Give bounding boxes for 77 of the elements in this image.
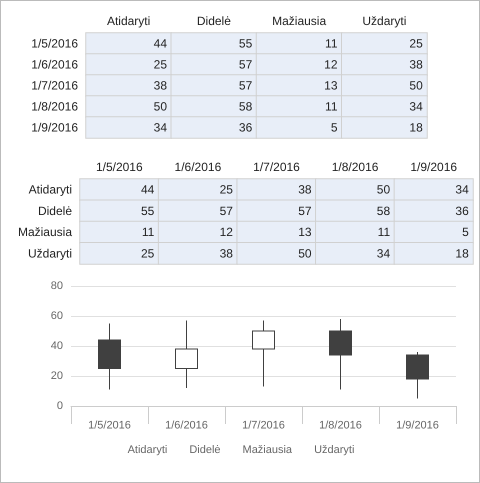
data-label: 12 bbox=[220, 225, 234, 240]
data-label: 58 bbox=[376, 204, 390, 218]
x-tick-label: 1/8/2016 bbox=[319, 420, 362, 432]
x-tick-label: 1/7/2016 bbox=[242, 420, 285, 432]
data-label: 11 bbox=[325, 100, 338, 114]
y-tick-label: Mažiausia bbox=[18, 225, 72, 240]
data-label: 18 bbox=[409, 120, 424, 134]
data-label: 58 bbox=[238, 100, 253, 114]
y-tick-label: 1/6/2016 bbox=[31, 58, 78, 72]
y-tick-label: 1/5/2016 bbox=[31, 36, 78, 50]
x-tick-label: 1/7/2016 bbox=[253, 160, 300, 174]
data-label: 5 bbox=[330, 120, 338, 134]
text: Uždaryti bbox=[314, 444, 354, 456]
x-tick-label: 1/9/2016 bbox=[410, 160, 458, 174]
y-tick-label: 0 bbox=[56, 400, 63, 412]
data-label: 25 bbox=[409, 36, 424, 50]
data-label: 38 bbox=[298, 182, 312, 197]
data-label: 50 bbox=[409, 78, 424, 92]
y-tick-label: Didelė bbox=[38, 204, 72, 218]
data-label: 57 bbox=[298, 204, 312, 218]
data-label: 55 bbox=[140, 204, 155, 218]
y-tick-label: 20 bbox=[50, 370, 63, 382]
x-tick-label: 1/6/2016 bbox=[174, 160, 222, 174]
y-tick-label: 1/8/2016 bbox=[31, 100, 78, 114]
data-label: 13 bbox=[298, 225, 312, 240]
text: Atidaryti bbox=[128, 444, 168, 456]
x-tick-label: 1/5/2016 bbox=[96, 160, 143, 174]
y-tick-label: Uždaryti bbox=[28, 246, 72, 260]
data-label: 55 bbox=[238, 36, 253, 50]
data-label: 50 bbox=[298, 246, 312, 260]
data-label: 11 bbox=[378, 225, 390, 240]
x-tick-label: 1/6/2016 bbox=[165, 420, 208, 432]
data-label: 11 bbox=[142, 225, 155, 240]
x-tick-label: Atidaryti bbox=[106, 14, 150, 28]
data-label: 44 bbox=[154, 36, 168, 50]
y-tick-label: 80 bbox=[50, 280, 63, 292]
data-label: 13 bbox=[324, 78, 338, 92]
y-tick-label: 60 bbox=[50, 310, 63, 322]
candlestick bbox=[175, 320, 198, 388]
x-tick-label: Didelė bbox=[196, 14, 232, 28]
data-label: 36 bbox=[455, 204, 470, 218]
data-label: 36 bbox=[238, 120, 253, 134]
data-label: 44 bbox=[140, 182, 155, 197]
data-label: 50 bbox=[154, 100, 168, 114]
data-label: 38 bbox=[409, 58, 424, 72]
data-label: 5 bbox=[462, 225, 470, 240]
data-label: 34 bbox=[376, 246, 390, 260]
data-label: 57 bbox=[220, 204, 234, 218]
data-label: 34 bbox=[455, 182, 470, 197]
candlestick bbox=[406, 352, 429, 399]
data-label: 25 bbox=[220, 182, 234, 197]
data-label: 57 bbox=[238, 58, 253, 72]
y-tick-label: 1/7/2016 bbox=[31, 78, 78, 92]
data-label: 57 bbox=[238, 78, 253, 92]
data-label: 34 bbox=[409, 100, 424, 114]
data-label: 38 bbox=[154, 78, 168, 92]
y-tick-label: 1/9/2016 bbox=[31, 120, 78, 134]
data-label: 34 bbox=[154, 120, 168, 134]
text: Didelė bbox=[189, 444, 221, 456]
y-tick-label: 40 bbox=[50, 340, 63, 352]
x-tick-label: 1/5/2016 bbox=[88, 420, 131, 432]
candlestick bbox=[329, 318, 352, 390]
x-tick-label: Uždaryti bbox=[362, 14, 406, 28]
candlestick bbox=[98, 323, 121, 390]
data-label: 25 bbox=[140, 246, 155, 260]
data-label: 50 bbox=[376, 182, 390, 197]
data-label: 25 bbox=[154, 58, 168, 72]
candlestick bbox=[252, 320, 275, 387]
x-tick-label: 1/8/2016 bbox=[332, 160, 379, 174]
x-tick-label: Mažiausia bbox=[272, 14, 326, 28]
data-label: 11 bbox=[325, 36, 338, 50]
data-label: 38 bbox=[220, 246, 234, 260]
x-tick-label: 1/9/2016 bbox=[396, 420, 439, 432]
data-label: 18 bbox=[455, 246, 470, 260]
y-tick-label: Atidaryti bbox=[28, 182, 72, 197]
text: Mažiausia bbox=[242, 444, 292, 456]
data-label: 12 bbox=[324, 58, 338, 72]
